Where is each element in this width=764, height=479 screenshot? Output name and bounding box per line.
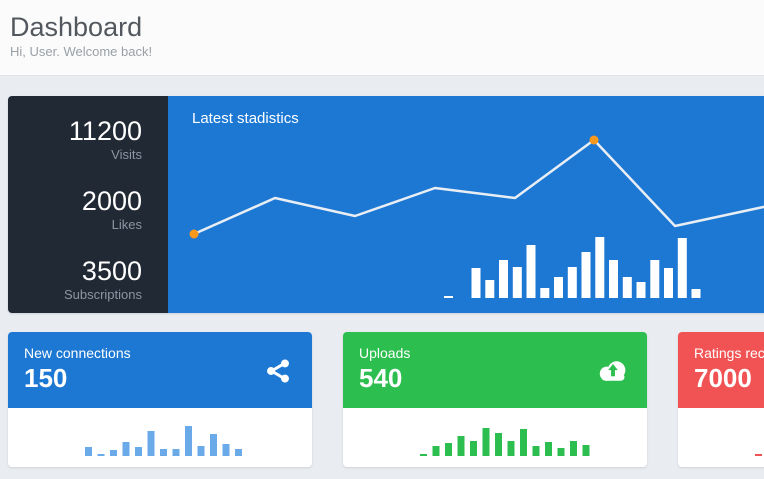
card-title: Uploads xyxy=(359,345,411,361)
subscriptions-value: 3500 xyxy=(81,256,142,286)
card-new-connections-header: New connections 150 xyxy=(8,332,312,408)
stat-subscriptions: 3500 Subscriptions xyxy=(8,256,142,304)
card-uploads-chart-body xyxy=(343,408,647,467)
new-connections-mini-chart xyxy=(85,426,242,456)
stat-cards-row: New connections 150 Uploads xyxy=(8,332,764,467)
share-icon xyxy=(267,359,289,383)
card-new-connections-chart-body xyxy=(8,408,312,467)
stat-visits: 11200 Visits xyxy=(8,116,142,164)
card-uploads-header: Uploads 540 xyxy=(343,332,647,408)
card-title: Ratings received xyxy=(694,345,764,361)
card-ratings-received[interactable]: Ratings received 7000 xyxy=(678,332,764,467)
statistics-summary: 11200 Visits 2000 Likes 3500 Subscriptio… xyxy=(8,96,168,313)
card-value: 540 xyxy=(359,363,403,393)
card-uploads[interactable]: Uploads 540 xyxy=(343,332,647,467)
card-ratings-received-chart-body xyxy=(678,408,764,467)
subscriptions-label: Subscriptions xyxy=(63,287,142,302)
cloud-upload-icon xyxy=(599,361,626,381)
likes-label: Likes xyxy=(111,217,142,232)
page-header: Dashboard Hi, User. Welcome back! xyxy=(0,0,764,76)
visits-value: 11200 xyxy=(68,116,142,146)
card-title: New connections xyxy=(24,345,131,361)
likes-value: 2000 xyxy=(81,186,142,216)
statistics-chart[interactable] xyxy=(168,96,764,313)
card-ratings-received-header: Ratings received 7000 xyxy=(678,332,764,408)
card-new-connections[interactable]: New connections 150 xyxy=(8,332,312,467)
statistics-panel: 11200 Visits 2000 Likes 3500 Subscriptio… xyxy=(8,96,764,313)
visits-label: Visits xyxy=(111,147,142,162)
uploads-mini-chart xyxy=(420,428,590,456)
page-subtitle: Hi, User. Welcome back! xyxy=(10,44,153,60)
ratings-mini-chart xyxy=(755,454,762,456)
card-value: 150 xyxy=(24,363,68,393)
statistics-chart-area: Latest stadistics xyxy=(168,96,764,313)
stat-likes: 2000 Likes xyxy=(8,186,142,234)
page-title: Dashboard xyxy=(10,12,143,42)
dashboard-content: 11200 Visits 2000 Likes 3500 Subscriptio… xyxy=(0,76,764,467)
chart-title: Latest stadistics xyxy=(192,110,299,127)
card-value: 7000 xyxy=(694,363,752,393)
